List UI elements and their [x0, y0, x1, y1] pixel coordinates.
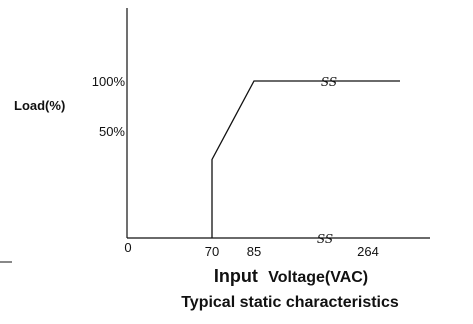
- x-axis-label: Input Voltage(VAC): [214, 266, 368, 286]
- x-tick-label-264: 264: [357, 244, 379, 259]
- chart-title: Typical static characteristics: [181, 294, 399, 311]
- plateau-break-mark: SS: [321, 75, 337, 89]
- x-tick-label-0: 0: [124, 240, 131, 255]
- y-tick-label-100: 100%: [92, 74, 126, 89]
- y-axis-label: Load(%): [14, 98, 65, 113]
- y-tick-label-50: 50%: [99, 124, 125, 139]
- x-axis-label-main: Input: [214, 266, 258, 286]
- x-axis-label-rest: Voltage(VAC): [268, 269, 368, 286]
- x-tick-label-70: 70: [205, 244, 219, 259]
- series-layer: [211, 80, 400, 238]
- x-tick-label-85: 85: [247, 244, 261, 259]
- series-line-0: [211, 80, 400, 238]
- x-axis-break-mark: SS: [317, 232, 333, 246]
